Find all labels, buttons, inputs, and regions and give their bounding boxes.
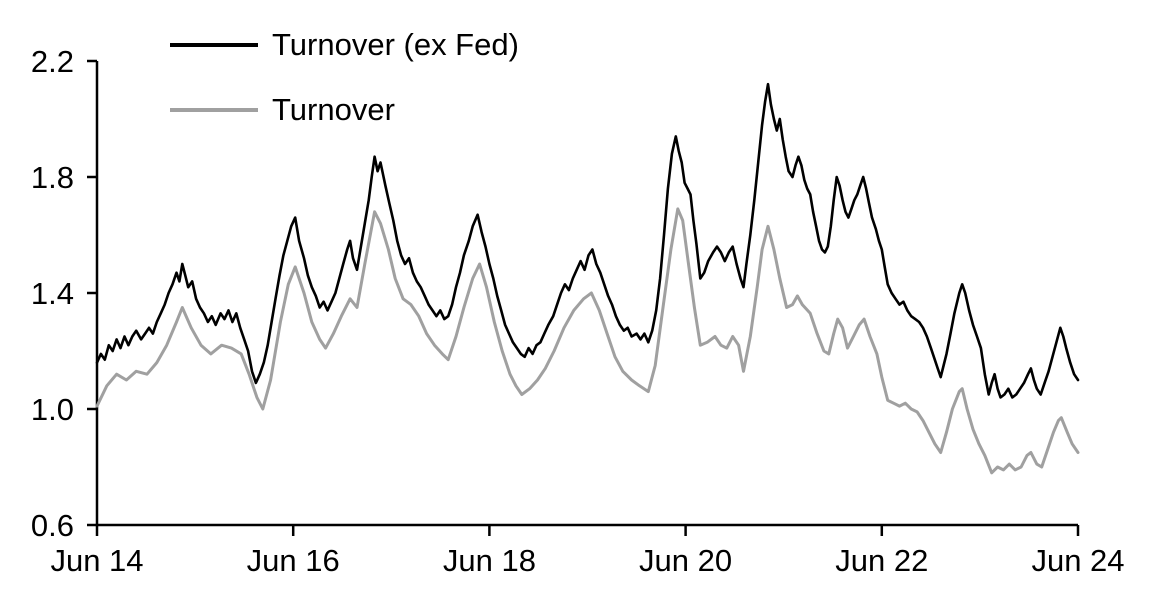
series-line-turnover xyxy=(95,207,1080,475)
legend-label-turnover: Turnover xyxy=(272,92,395,127)
y-tick-label: 1.4 xyxy=(31,276,74,311)
axes xyxy=(87,59,1080,536)
legend-line-gray-icon xyxy=(170,108,258,112)
x-tick-label: Jun 14 xyxy=(50,543,143,578)
tick-labels: 0.6 1.0 1.4 1.8 2.2 Jun 14 Jun 16 Jun 18 Jun 20 J… xyxy=(31,44,1125,578)
x-tick-label: Jun 16 xyxy=(247,543,340,578)
legend-entry-turnover: Turnover xyxy=(170,94,519,126)
legend-entry-turnover-ex-fed: Turnover (ex Fed) xyxy=(170,29,519,61)
legend-line-black-icon xyxy=(170,43,258,47)
y-tick-label: 1.8 xyxy=(31,160,74,195)
y-tick-label: 1.0 xyxy=(31,392,74,427)
legend-label-turnover-ex-fed: Turnover (ex Fed) xyxy=(272,27,519,62)
x-tick-label: Jun 24 xyxy=(1031,543,1124,578)
legend: Turnover (ex Fed) Turnover xyxy=(170,29,519,126)
x-tick-label: Jun 20 xyxy=(639,543,732,578)
y-tick-label: 2.2 xyxy=(31,44,74,79)
x-tick-label: Jun 18 xyxy=(443,543,536,578)
x-tick-label: Jun 22 xyxy=(835,543,928,578)
series-lines xyxy=(95,82,1080,475)
y-tick-label: 0.6 xyxy=(31,508,74,543)
series-line-turnover-ex-fed xyxy=(95,82,1080,399)
